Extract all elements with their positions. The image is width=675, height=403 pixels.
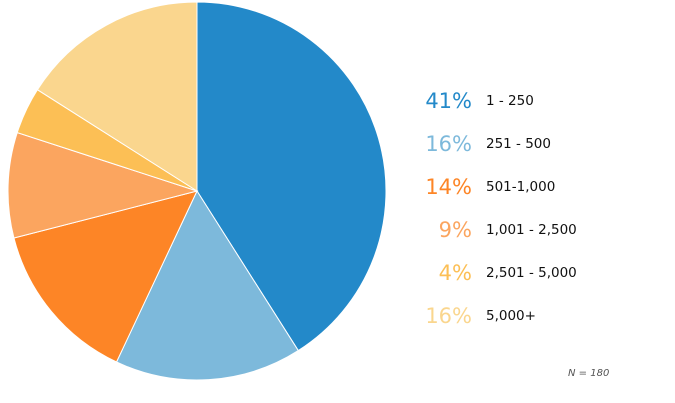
sample-size-note: N = 180 [568, 368, 610, 379]
legend-percent: 14% [425, 175, 472, 199]
legend: 41% 1 - 250 16% 251 - 500 14% 501-1,000 … [400, 86, 620, 344]
legend-item: 14% 501-1,000 [400, 172, 620, 215]
legend-item: 16% 251 - 500 [400, 129, 620, 172]
legend-percent: 4% [438, 261, 472, 285]
legend-item: 9% 1,001 - 2,500 [400, 215, 620, 258]
legend-percent: 41% [425, 89, 472, 113]
legend-item: 4% 2,501 - 5,000 [400, 258, 620, 301]
legend-label: 251 - 500 [486, 136, 551, 152]
legend-percent: 16% [425, 132, 472, 156]
pie-slice [196, 1, 387, 352]
pie-slice [36, 1, 198, 192]
legend-percent: 16% [425, 304, 472, 328]
pie-slice [115, 189, 299, 381]
pie-slice [13, 190, 198, 363]
legend-item: 41% 1 - 250 [400, 86, 620, 129]
legend-label: 1,001 - 2,500 [486, 222, 577, 238]
legend-label: 5,000+ [486, 308, 536, 324]
legend-label: 1 - 250 [486, 93, 534, 109]
legend-item: 16% 5,000+ [400, 301, 620, 344]
pie-slice [7, 131, 199, 239]
legend-percent: 9% [438, 218, 472, 242]
legend-label: 2,501 - 5,000 [486, 265, 577, 281]
legend-label: 501-1,000 [486, 179, 556, 195]
